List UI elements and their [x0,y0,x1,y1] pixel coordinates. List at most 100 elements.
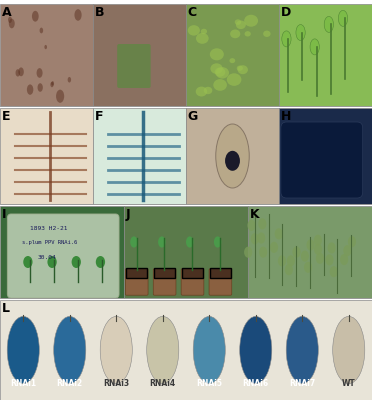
Ellipse shape [259,246,267,258]
Text: B: B [95,6,105,19]
Ellipse shape [230,58,235,63]
Ellipse shape [236,20,246,29]
Ellipse shape [296,24,305,40]
Ellipse shape [230,30,240,38]
Ellipse shape [16,69,20,76]
Ellipse shape [38,83,43,92]
Ellipse shape [211,63,223,74]
FancyBboxPatch shape [154,268,175,278]
Ellipse shape [193,316,225,384]
Ellipse shape [237,66,243,71]
Ellipse shape [147,316,179,384]
Ellipse shape [44,45,47,49]
Ellipse shape [244,15,258,27]
FancyBboxPatch shape [93,108,186,204]
FancyBboxPatch shape [126,268,147,278]
Text: 30.04: 30.04 [37,255,56,260]
Ellipse shape [196,33,209,44]
Ellipse shape [188,25,200,36]
FancyBboxPatch shape [279,4,372,106]
Ellipse shape [235,19,241,25]
Ellipse shape [307,239,315,250]
FancyBboxPatch shape [117,44,151,88]
Ellipse shape [225,151,240,171]
FancyBboxPatch shape [248,206,372,298]
Ellipse shape [216,124,249,188]
Ellipse shape [23,256,33,268]
Ellipse shape [74,9,81,21]
Ellipse shape [327,242,336,254]
Text: A: A [2,6,12,19]
Ellipse shape [251,233,259,244]
Ellipse shape [96,256,105,268]
Ellipse shape [247,220,256,231]
Ellipse shape [32,11,39,22]
FancyBboxPatch shape [182,268,203,278]
FancyBboxPatch shape [209,269,232,295]
Ellipse shape [36,68,42,78]
Text: G: G [188,110,198,123]
FancyBboxPatch shape [186,108,279,204]
Ellipse shape [301,250,309,262]
Ellipse shape [201,29,207,34]
Ellipse shape [324,16,334,32]
Text: L: L [2,302,10,315]
Ellipse shape [286,316,318,384]
Text: RNAi5: RNAi5 [196,379,222,388]
FancyBboxPatch shape [124,206,248,298]
FancyBboxPatch shape [0,108,93,204]
Ellipse shape [8,17,12,23]
Text: J: J [126,208,130,221]
Text: RNAi4: RNAi4 [150,379,176,388]
Text: 1893 H2-21: 1893 H2-21 [30,226,67,231]
FancyBboxPatch shape [153,269,176,295]
Text: I: I [2,208,6,221]
Ellipse shape [275,228,283,240]
Ellipse shape [158,236,166,248]
Ellipse shape [240,316,272,384]
Ellipse shape [54,316,86,384]
Ellipse shape [310,39,319,55]
Ellipse shape [130,236,138,248]
FancyBboxPatch shape [0,4,93,106]
Ellipse shape [304,262,312,273]
Ellipse shape [258,218,266,230]
Ellipse shape [213,79,227,91]
Ellipse shape [282,31,291,47]
Ellipse shape [287,255,295,266]
Text: F: F [95,110,103,123]
Text: C: C [188,6,197,19]
Ellipse shape [51,81,54,86]
Ellipse shape [210,48,224,60]
Ellipse shape [270,242,278,253]
Ellipse shape [314,244,322,255]
Ellipse shape [186,236,193,248]
FancyBboxPatch shape [279,108,372,204]
Ellipse shape [330,266,338,277]
Ellipse shape [9,19,15,28]
FancyBboxPatch shape [210,268,231,278]
Text: D: D [281,6,291,19]
Ellipse shape [56,90,64,103]
Ellipse shape [238,65,248,74]
Ellipse shape [216,67,229,78]
Text: WT: WT [342,379,356,388]
Ellipse shape [340,254,348,265]
Ellipse shape [227,73,241,86]
Ellipse shape [348,236,356,247]
Text: RNAi6: RNAi6 [243,379,269,388]
Ellipse shape [39,28,43,33]
FancyBboxPatch shape [125,269,148,295]
Ellipse shape [204,87,212,94]
Ellipse shape [100,316,132,384]
Ellipse shape [68,77,71,82]
Ellipse shape [48,256,57,268]
Ellipse shape [244,246,252,258]
Text: RNAi2: RNAi2 [57,379,83,388]
Text: H: H [281,110,291,123]
Ellipse shape [314,235,322,246]
FancyBboxPatch shape [0,206,124,298]
Text: K: K [250,208,260,221]
Ellipse shape [215,68,225,77]
FancyBboxPatch shape [186,4,279,106]
